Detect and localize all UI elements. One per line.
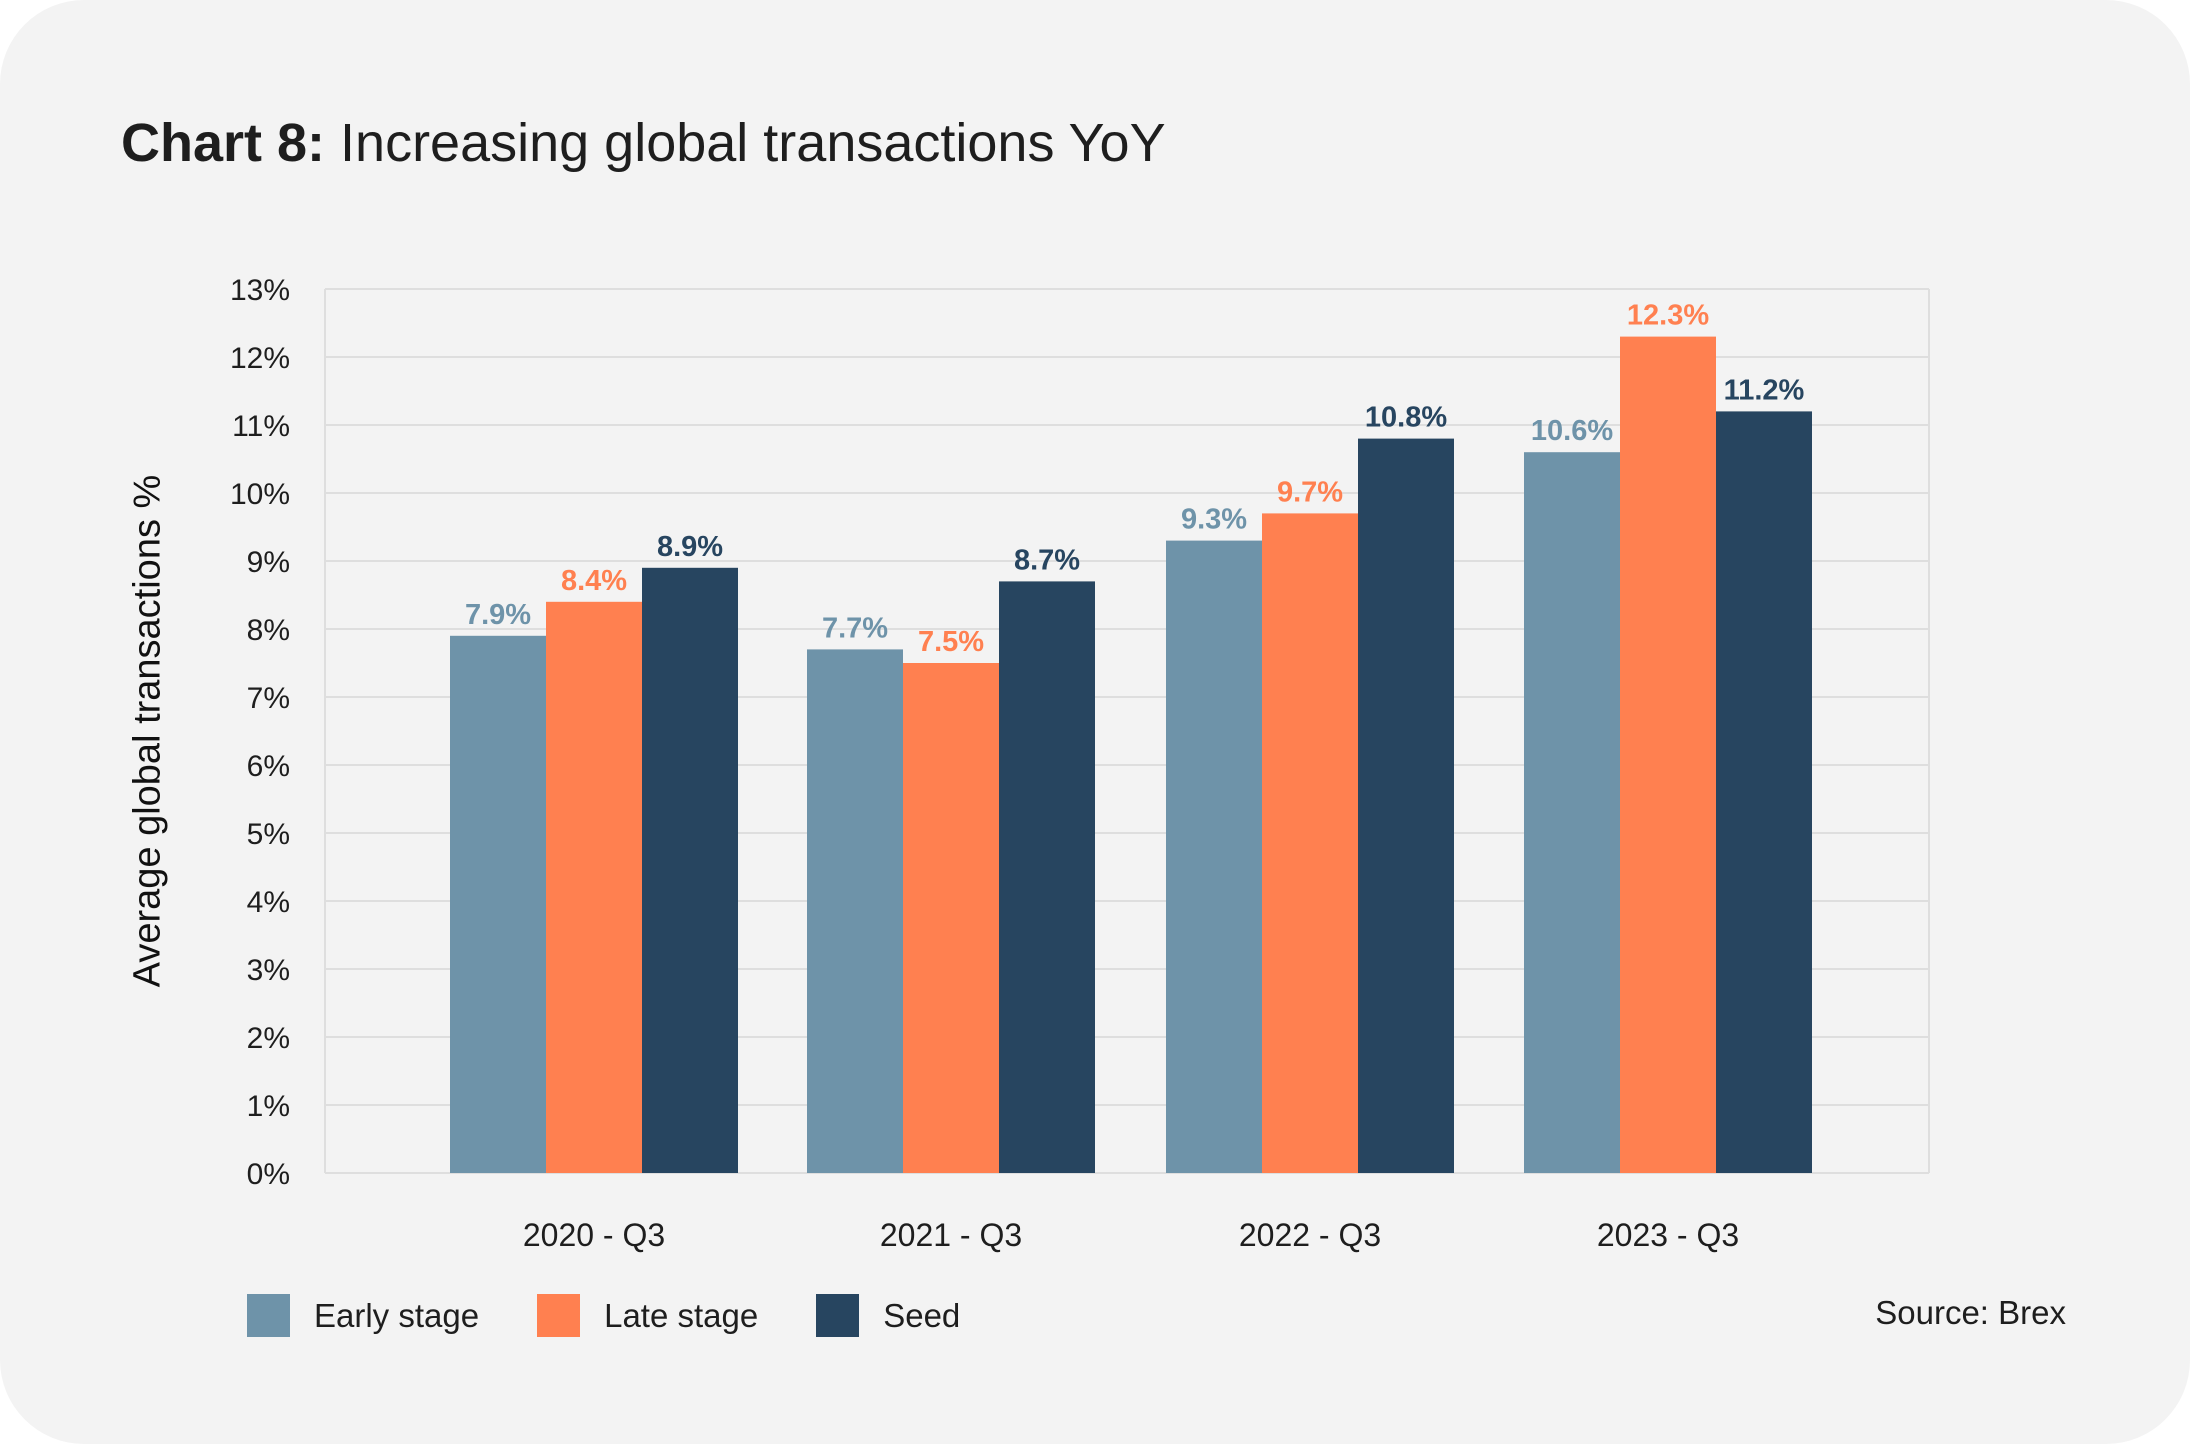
data-label: 7.9% [465, 599, 531, 631]
chart-title-bold: Chart 8: [121, 113, 326, 173]
bar-seed [1716, 411, 1812, 1173]
data-label: 8.7% [1014, 544, 1080, 576]
legend-swatch [247, 1294, 290, 1337]
chart-title-text: Increasing global transactions YoY [325, 113, 1166, 173]
data-label: 11.2% [1724, 374, 1805, 406]
y-tick-label: 0% [247, 1158, 290, 1191]
bar-early-stage [450, 635, 546, 1173]
data-label: 8.9% [657, 531, 723, 563]
legend: Early stage Late stage Seed [247, 1294, 1018, 1337]
data-label: 8.4% [561, 565, 627, 597]
data-label: 9.7% [1277, 476, 1343, 508]
bar-late-stage [1620, 336, 1716, 1174]
y-tick-label: 6% [247, 750, 290, 783]
legend-label: Seed [883, 1296, 961, 1334]
legend-label: Late stage [604, 1296, 759, 1334]
data-label: 7.7% [822, 612, 888, 644]
x-tick-label: 2023 - Q3 [1597, 1217, 1739, 1253]
y-tick-label: 2% [247, 1022, 290, 1055]
bar-late-stage [546, 601, 642, 1173]
legend-item: Late stage [537, 1294, 758, 1337]
y-tick-label: 11% [232, 410, 290, 443]
legend-swatch [816, 1294, 860, 1337]
x-tick-label: 2020 - Q3 [523, 1217, 665, 1253]
legend-item: Early stage [247, 1294, 479, 1337]
bar-early-stage [1166, 540, 1262, 1173]
data-label: 10.6% [1531, 415, 1613, 447]
y-tick-label: 5% [247, 818, 290, 851]
y-tick-label: 9% [247, 546, 290, 579]
x-tick-label: 2021 - Q3 [880, 1217, 1022, 1253]
bar-early-stage [1524, 452, 1620, 1173]
y-tick-label: 1% [247, 1090, 290, 1123]
bar-seed [1358, 438, 1454, 1174]
data-label: 12.3% [1627, 300, 1709, 332]
bar-early-stage [807, 649, 903, 1173]
x-tick-label: 2022 - Q3 [1239, 1217, 1381, 1253]
legend-label: Early stage [314, 1296, 480, 1334]
data-label: 10.8% [1365, 402, 1447, 434]
y-tick-label: 13% [230, 274, 290, 307]
source-note: Source: Brex [1875, 1294, 2066, 1331]
chart-title: Chart 8: Increasing global transactions … [121, 112, 1166, 174]
y-tick-label: 12% [230, 342, 290, 375]
legend-swatch [537, 1294, 581, 1337]
bar-late-stage [1262, 513, 1358, 1173]
data-label: 7.5% [918, 626, 984, 658]
bar-seed [999, 581, 1095, 1173]
legend-item: Seed [816, 1294, 960, 1337]
y-tick-label: 4% [247, 886, 290, 919]
y-tick-label: 7% [247, 682, 290, 715]
data-label: 9.3% [1181, 504, 1247, 536]
y-tick-label: 3% [247, 954, 290, 987]
bar-seed [642, 567, 738, 1173]
y-tick-label: 10% [230, 478, 290, 511]
y-tick-label: 8% [247, 614, 290, 647]
bar-late-stage [903, 663, 999, 1173]
